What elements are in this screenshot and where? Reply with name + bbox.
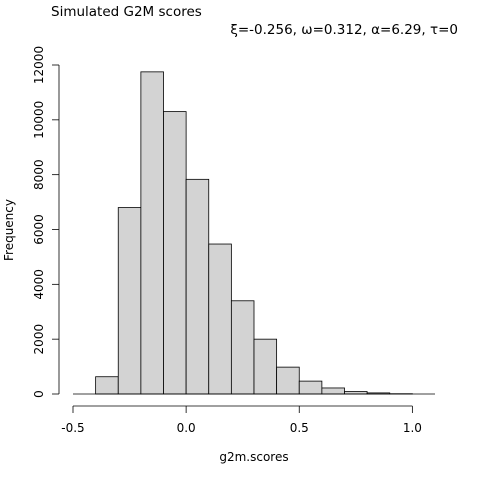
y-tick-label-5: 10000 [32, 101, 46, 139]
y-tick-label-2: 4000 [32, 269, 46, 300]
x-tick-label-2: 0.5 [290, 421, 309, 435]
y-tick-label-4: 8000 [32, 159, 46, 190]
histogram-bars [73, 71, 435, 395]
histogram-bar-9 [298, 380, 323, 395]
histogram-bar-5 [208, 243, 232, 395]
y-tick-label-6: 12000 [32, 46, 46, 84]
histogram-bar-4 [185, 178, 210, 395]
y-axis-label: Frequency [2, 199, 16, 261]
x-tick-label-0: -0.5 [61, 421, 84, 435]
y-tick-label-3: 6000 [32, 214, 46, 245]
histogram-bar-3 [163, 111, 187, 395]
chart-title: Simulated G2M scores [51, 4, 202, 20]
histogram-bar-2 [140, 71, 164, 395]
x-axis-label: g2m.scores [219, 450, 288, 464]
y-tick-label-0: 0 [32, 390, 46, 398]
histogram-bar-7 [253, 338, 278, 395]
histogram-bar-10 [321, 387, 345, 395]
x-axis: -0.5 0.0 0.5 1.0 [61, 405, 422, 435]
y-tick-label-1: 2000 [32, 324, 46, 355]
y-axis: 0 2000 4000 6000 8000 10000 12000 [32, 46, 60, 398]
x-tick-label-1: 0.0 [177, 421, 196, 435]
x-tick-label-3: 1.0 [403, 421, 422, 435]
histogram-bar-6 [230, 300, 255, 395]
histogram-bar-0 [95, 376, 119, 395]
histogram-bar-1 [117, 207, 142, 395]
histogram-bar-8 [276, 366, 300, 395]
chart-subtitle: ξ=-0.256, ω=0.312, α=6.29, τ=0 [230, 22, 458, 38]
